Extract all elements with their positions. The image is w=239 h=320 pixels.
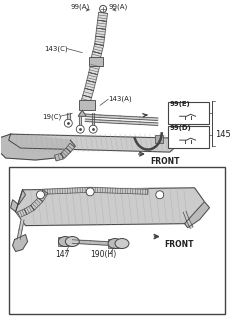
Polygon shape [183, 211, 189, 220]
Polygon shape [91, 52, 102, 62]
Circle shape [76, 125, 84, 133]
Polygon shape [92, 113, 94, 129]
Text: 143(C): 143(C) [44, 45, 68, 52]
Text: 99(A): 99(A) [108, 4, 127, 10]
Bar [89, 57, 103, 66]
Polygon shape [66, 143, 75, 152]
Circle shape [86, 188, 94, 196]
Text: 99(E): 99(E) [170, 101, 190, 107]
Circle shape [37, 191, 44, 199]
Polygon shape [67, 113, 70, 123]
Polygon shape [140, 122, 158, 125]
Polygon shape [38, 190, 48, 201]
Polygon shape [16, 188, 205, 226]
Text: 143(A): 143(A) [108, 95, 132, 102]
Polygon shape [89, 64, 99, 75]
Text: 99(D): 99(D) [170, 125, 191, 131]
Ellipse shape [65, 236, 79, 246]
Polygon shape [24, 205, 34, 214]
Text: 145: 145 [215, 130, 231, 139]
Polygon shape [90, 187, 148, 194]
Polygon shape [13, 235, 27, 252]
Polygon shape [19, 219, 24, 230]
Bar [79, 100, 95, 110]
Text: 99(A): 99(A) [70, 4, 90, 10]
Polygon shape [85, 119, 100, 123]
Polygon shape [120, 116, 140, 119]
Polygon shape [85, 80, 96, 91]
Polygon shape [96, 28, 106, 37]
Polygon shape [79, 113, 81, 129]
Polygon shape [100, 120, 120, 124]
Ellipse shape [115, 238, 129, 249]
Polygon shape [54, 153, 63, 161]
Polygon shape [81, 95, 92, 105]
Polygon shape [72, 240, 90, 244]
Polygon shape [17, 229, 22, 240]
Text: 190(H): 190(H) [90, 251, 116, 260]
Polygon shape [93, 44, 103, 54]
Bar [155, 135, 163, 143]
Polygon shape [100, 115, 120, 118]
Circle shape [100, 5, 107, 12]
Polygon shape [17, 209, 27, 217]
Polygon shape [87, 72, 98, 83]
Polygon shape [11, 190, 26, 212]
Bar [168, 126, 209, 148]
Text: 147: 147 [55, 251, 70, 260]
Circle shape [89, 125, 97, 133]
Text: FRONT: FRONT [165, 240, 194, 249]
Polygon shape [30, 198, 43, 210]
Polygon shape [97, 20, 107, 29]
Circle shape [156, 191, 164, 199]
Polygon shape [186, 219, 193, 228]
Bar [108, 238, 122, 249]
Polygon shape [185, 202, 209, 228]
Polygon shape [60, 148, 71, 158]
Bar [58, 236, 72, 246]
Ellipse shape [108, 238, 122, 249]
Polygon shape [0, 134, 75, 160]
Polygon shape [85, 114, 100, 117]
Polygon shape [9, 134, 178, 152]
Polygon shape [95, 36, 104, 45]
Polygon shape [78, 110, 86, 116]
Text: FRONT: FRONT [150, 157, 179, 166]
Polygon shape [90, 241, 108, 245]
Polygon shape [42, 187, 90, 194]
Ellipse shape [58, 236, 72, 246]
Polygon shape [83, 88, 93, 98]
Polygon shape [140, 117, 158, 120]
Text: 19(C): 19(C) [43, 113, 62, 119]
Bar [9, 167, 225, 314]
Polygon shape [120, 121, 140, 124]
Bar [168, 102, 209, 124]
Polygon shape [98, 12, 108, 21]
Circle shape [64, 119, 72, 127]
